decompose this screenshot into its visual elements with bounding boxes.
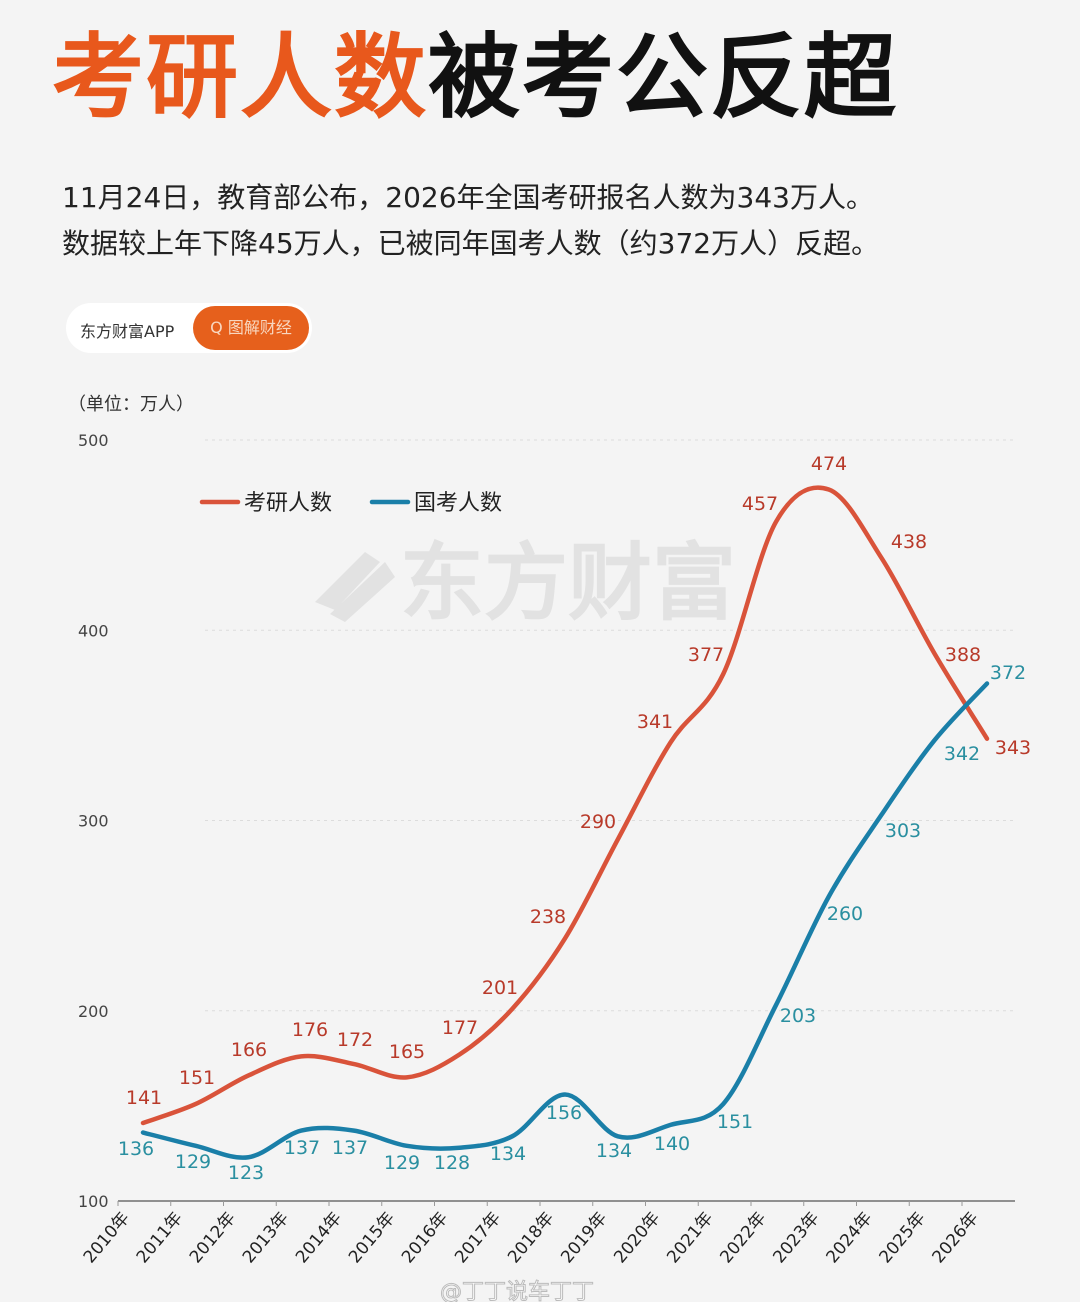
data-label: 388 — [945, 644, 981, 666]
data-label: 129 — [175, 1151, 211, 1173]
x-tick-label: 2014年 — [292, 1208, 346, 1267]
data-label: 343 — [995, 737, 1031, 759]
x-tick-label: 2018年 — [504, 1208, 558, 1267]
y-tick-label: 400 — [78, 621, 109, 640]
legend-label: 国考人数 — [414, 491, 502, 516]
data-label: 137 — [332, 1137, 368, 1159]
data-label: 303 — [885, 820, 921, 842]
data-label: 474 — [811, 453, 847, 475]
source-brand: 东方财富APP — [80, 322, 175, 341]
data-label: 203 — [780, 1005, 816, 1027]
y-tick-label: 200 — [78, 1002, 109, 1021]
x-tick-label: 2013年 — [239, 1208, 293, 1267]
x-tick-label: 2012年 — [186, 1208, 240, 1267]
data-label: 129 — [384, 1152, 420, 1174]
x-tick-label: 2010年 — [80, 1208, 134, 1267]
data-label: 341 — [637, 711, 673, 733]
x-tick-label: 2024年 — [822, 1208, 876, 1267]
subtitle-line-2: 数据较上年下降45万人，已被同年国考人数（约372万人）反超。 — [62, 227, 880, 260]
series-line-1 — [140, 681, 990, 1160]
data-label: 201 — [482, 977, 518, 999]
data-label: 151 — [717, 1111, 753, 1133]
x-tick-label: 2025年 — [876, 1208, 930, 1267]
y-tick-label: 100 — [78, 1192, 109, 1211]
watermark-logo: 东方财富 — [400, 534, 736, 632]
data-label: 151 — [179, 1067, 215, 1089]
data-label: 137 — [284, 1137, 320, 1159]
data-label: 166 — [231, 1039, 267, 1061]
y-tick-label: 300 — [78, 812, 109, 831]
tujie-caijing-button[interactable]: Q 图解财经 — [193, 306, 309, 350]
x-tick-label: 2015年 — [345, 1208, 399, 1267]
x-tick-label: 2011年 — [133, 1208, 187, 1267]
data-label: 290 — [580, 811, 616, 833]
data-label: 342 — [944, 743, 980, 765]
data-label: 128 — [434, 1152, 470, 1174]
data-label: 438 — [891, 531, 927, 553]
legend-label: 考研人数 — [244, 491, 332, 516]
data-label: 140 — [654, 1133, 690, 1155]
subtitle-line-1: 11月24日，教育部公布，2026年全国考研报名人数为343万人。 — [62, 181, 874, 214]
data-label: 457 — [742, 493, 778, 515]
data-label: 141 — [126, 1087, 162, 1109]
data-label: 238 — [530, 906, 566, 928]
data-label: 372 — [990, 662, 1026, 684]
x-tick-label: 2021年 — [663, 1208, 717, 1267]
headline: 考研人数被考公反超 — [52, 18, 898, 138]
data-label: 177 — [442, 1017, 478, 1039]
data-label: 377 — [688, 644, 724, 666]
x-tick-label: 2022年 — [716, 1208, 770, 1267]
x-tick-label: 2023年 — [769, 1208, 823, 1267]
x-tick-label: 2017年 — [451, 1208, 505, 1267]
x-tick-label: 2020年 — [610, 1208, 664, 1267]
data-label: 156 — [546, 1102, 582, 1124]
x-tick-label: 2026年 — [929, 1208, 983, 1267]
data-label: 172 — [337, 1029, 373, 1051]
y-tick-label: 500 — [78, 431, 109, 450]
unit-label: （单位：万人） — [68, 394, 194, 415]
data-label: 123 — [228, 1162, 264, 1184]
weibo-watermark: @丁丁说车丁丁 — [440, 1280, 594, 1302]
data-label: 176 — [292, 1019, 328, 1041]
data-label: 134 — [596, 1140, 632, 1162]
x-tick-label: 2016年 — [398, 1208, 452, 1267]
data-label: 260 — [827, 903, 863, 925]
data-label: 165 — [389, 1041, 425, 1063]
headline-rest: 被考公反超 — [428, 24, 899, 131]
data-label: 136 — [118, 1138, 154, 1160]
watermark-logo-icon — [315, 552, 395, 622]
source-badge: 东方财富APP Q 图解财经 — [66, 303, 312, 353]
headline-highlight: 考研人数 — [52, 24, 429, 131]
x-tick-label: 2019年 — [557, 1208, 611, 1267]
data-label: 134 — [490, 1143, 526, 1165]
